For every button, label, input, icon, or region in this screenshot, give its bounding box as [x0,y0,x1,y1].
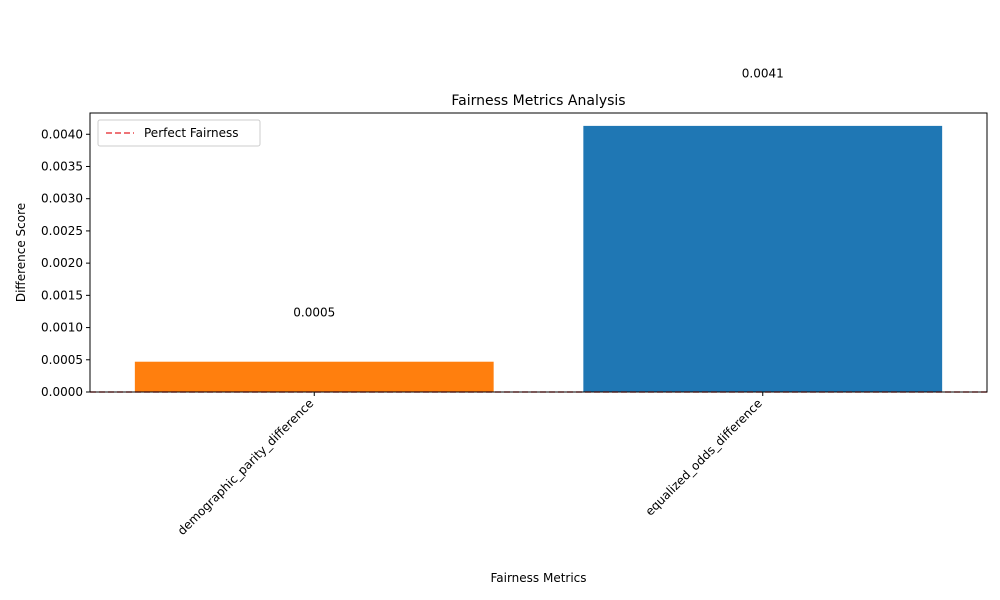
y-tick-label: 0.0005 [41,353,83,367]
chart-title: Fairness Metrics Analysis [451,93,625,109]
legend-label-perfect-fairness: Perfect Fairness [144,126,239,140]
y-tick-label: 0.0025 [41,224,83,238]
x-tick-label: demographic_parity_difference [175,396,317,538]
x-axis-label: Fairness Metrics [490,571,586,585]
legend: Perfect Fairness [97,119,261,147]
legend-box [97,119,261,147]
y-tick-label: 0.0030 [41,192,83,206]
data-label: 0.0005 [293,306,335,320]
bar-equalized-odds-difference [583,125,943,392]
y-tick-label: 0.0000 [41,385,83,399]
plot-frame [89,112,988,393]
y-tick-label: 0.0040 [41,127,83,141]
bar-demographic-parity-difference [134,361,494,392]
y-tick-label: 0.0015 [41,288,83,302]
data-label: 0.0041 [742,66,784,80]
x-tick-label: equalized_odds_difference [643,396,765,518]
y-axis-label: Difference Score [14,203,28,302]
y-tick-label: 0.0020 [41,256,83,270]
y-tick-label: 0.0035 [41,159,83,173]
y-tick-label: 0.0010 [41,321,83,335]
